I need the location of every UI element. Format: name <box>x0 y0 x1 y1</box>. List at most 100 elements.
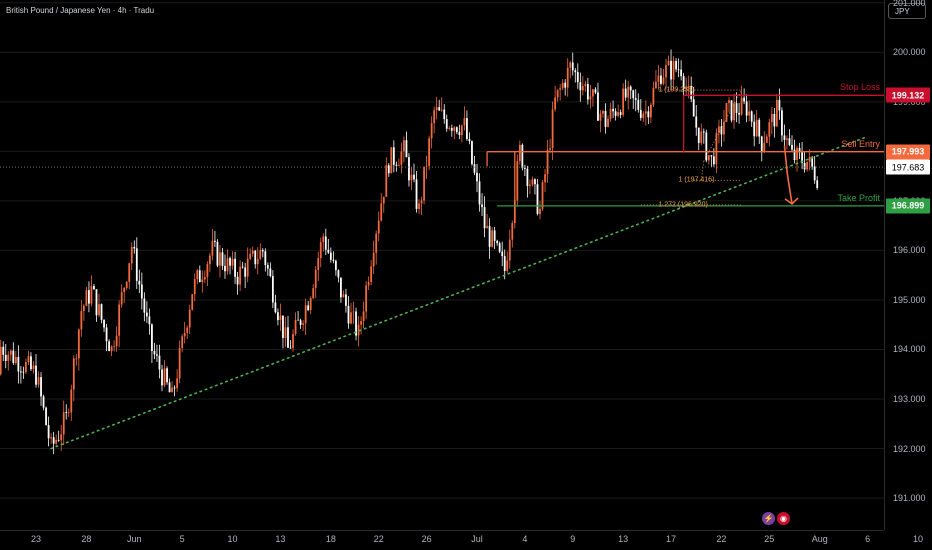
candle-body <box>644 111 647 114</box>
candle-body <box>390 147 393 174</box>
candle-body <box>455 127 458 133</box>
candle-body <box>168 382 171 393</box>
candle-body <box>345 294 347 306</box>
candle-body <box>340 277 342 298</box>
candle-body <box>793 149 796 161</box>
time-tick-label: 4 <box>522 534 528 544</box>
candle-body <box>183 332 186 337</box>
candle-body <box>718 126 720 133</box>
candle-body <box>17 356 20 372</box>
candle-body <box>491 230 494 247</box>
currency-selector[interactable]: JPY <box>888 3 926 19</box>
candle-body <box>798 147 801 153</box>
candle-body <box>229 258 231 266</box>
candle-body <box>130 246 133 264</box>
candle-body <box>549 148 551 150</box>
candle-body <box>599 113 602 121</box>
candle-body <box>571 62 574 71</box>
candle-body <box>77 329 80 359</box>
candle-body <box>428 138 431 166</box>
candle-body <box>350 312 352 324</box>
candle-body <box>476 172 478 182</box>
candle-body <box>594 89 597 93</box>
candle-body <box>367 282 370 286</box>
candle-body <box>478 181 481 205</box>
candle-body <box>783 135 786 140</box>
candle-body <box>55 439 58 444</box>
record-icon[interactable]: ◉ <box>777 512 790 525</box>
candle-body <box>730 100 733 121</box>
candle-body <box>559 88 562 90</box>
candle-body <box>90 286 93 304</box>
candle-body <box>702 131 705 133</box>
candle-body <box>735 103 738 113</box>
candle-body <box>145 312 148 317</box>
stop-loss-label: Stop Loss <box>839 82 880 93</box>
candle-body <box>387 165 390 174</box>
candle-body <box>32 365 35 370</box>
candle-body <box>503 256 506 271</box>
candle-body <box>231 258 234 266</box>
candle-body <box>556 89 559 98</box>
candle-body <box>277 312 279 321</box>
candle-body <box>299 320 302 325</box>
time-tick-label: 13 <box>275 534 286 544</box>
candle-body <box>289 347 292 349</box>
fib-level-label: 1.272 (196.920) <box>658 201 708 209</box>
candle-body <box>50 437 53 439</box>
candle-body <box>128 263 131 282</box>
time-tick-label: 23 <box>30 534 42 544</box>
candle-body <box>725 103 728 122</box>
candle-body <box>418 203 420 209</box>
candle-body <box>123 287 126 293</box>
candle-body <box>256 259 259 265</box>
candle-body <box>468 138 471 142</box>
candle-body <box>151 324 153 351</box>
candle-body <box>279 315 282 321</box>
candle-body <box>203 276 206 280</box>
candle-body <box>181 336 184 349</box>
candle-body <box>589 96 592 100</box>
candle-body <box>120 292 123 305</box>
candle-body <box>458 132 461 135</box>
candle-body <box>188 309 191 328</box>
candle-body <box>158 355 161 370</box>
candle-body <box>753 121 756 137</box>
candle-body <box>728 100 730 104</box>
candle-body <box>788 138 791 145</box>
candle-body <box>584 83 587 87</box>
candle-body <box>803 162 806 170</box>
candle-body <box>581 86 584 91</box>
projection-arrow <box>783 145 793 205</box>
candle-body <box>42 396 45 408</box>
candle-body <box>224 265 226 272</box>
candle-body <box>738 112 740 115</box>
candle-body <box>254 250 257 265</box>
candle-body <box>551 109 554 149</box>
candle-body <box>710 155 713 157</box>
candle-body <box>244 267 247 277</box>
candle-body <box>529 184 531 186</box>
candle-body <box>670 60 672 80</box>
candle-body <box>261 250 264 252</box>
candle-body <box>284 327 287 338</box>
candle-body <box>715 132 718 165</box>
lightning-icon[interactable]: ⚡ <box>762 512 775 525</box>
candle-body <box>9 350 12 355</box>
candle-body <box>2 346 5 355</box>
candle-body <box>72 358 75 390</box>
candle-body <box>690 86 693 100</box>
symbol-title: British Pound / Japanese Yen · 4h · Trad… <box>6 6 155 15</box>
candle-body <box>781 110 783 136</box>
candle-body <box>443 109 446 120</box>
candle-body <box>516 161 519 201</box>
candle-body <box>488 226 491 247</box>
candle-body <box>420 200 423 204</box>
candle-body <box>682 76 685 89</box>
candle-body <box>226 258 229 272</box>
indicator-icons[interactable]: ⚡ ◉ <box>762 512 790 525</box>
candle-body <box>700 131 703 143</box>
time-tick-label: 17 <box>666 534 677 544</box>
candle-body <box>342 294 345 298</box>
